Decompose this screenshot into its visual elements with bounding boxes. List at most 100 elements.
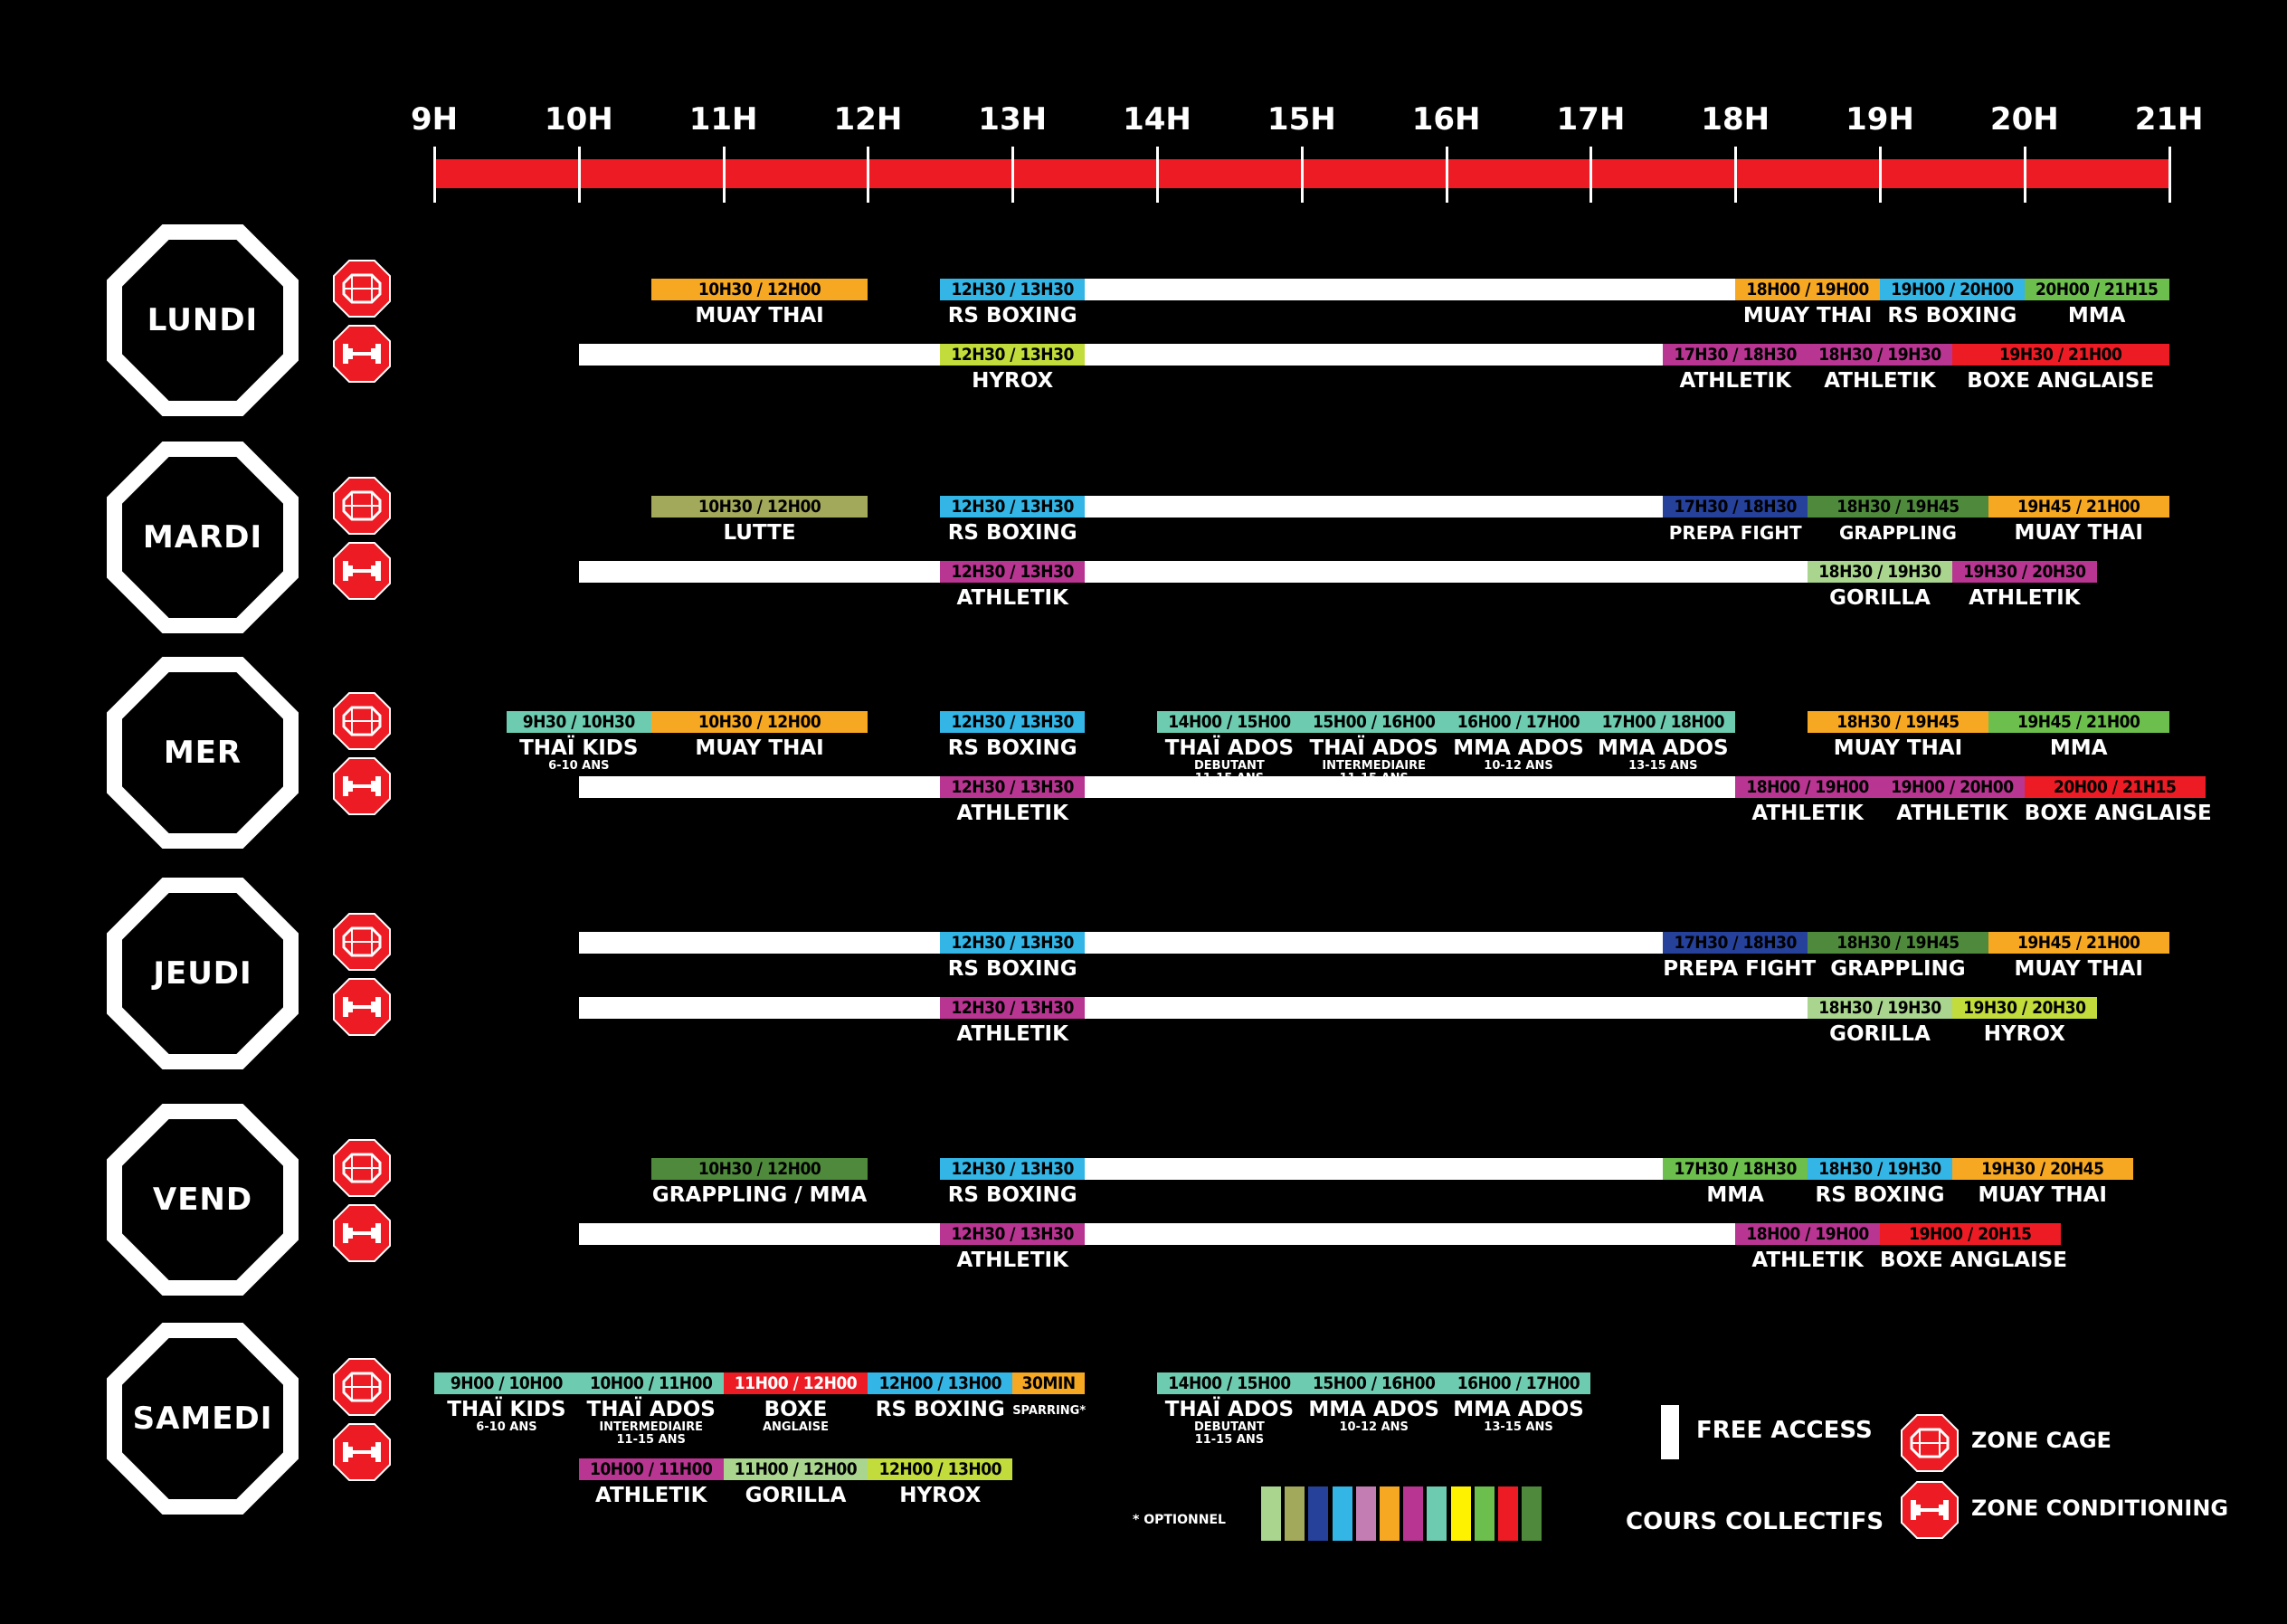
free-access-swatch [1661, 1405, 1679, 1459]
course-block[interactable]: 18H30 / 19H30 ATHLETIK [1808, 344, 1952, 393]
day-name: MER [163, 735, 242, 771]
course-name: ATHLETIK [956, 586, 1068, 610]
course-block[interactable]: 15H00 / 16H00 THAÏ ADOS INTERMEDIAIRE 11-15… [1301, 711, 1447, 785]
course-block[interactable]: 18H30 / 19H30 RS BOXING [1808, 1158, 1952, 1207]
hour-label: 13H [978, 101, 1048, 138]
course-block[interactable]: 19H30 / 20H45 MUAY THAI [1951, 1158, 2133, 1207]
course-block[interactable]: 10H00 / 11H00 ATHLETIK [578, 1458, 724, 1507]
zone-conditioning-icon [332, 324, 392, 387]
course-block[interactable]: 20H00 / 21H15 MMA [2024, 279, 2169, 328]
hour-label: 18H [1701, 101, 1770, 138]
course-block[interactable]: 19H45 / 21H00 MUAY THAI [1988, 496, 2169, 545]
course-name: BOXE ANGLAISE [1880, 1249, 2067, 1272]
course-block[interactable]: 10H30 / 12H00 MUAY THAI [650, 711, 868, 760]
course-time: 18H00 / 19H00 [1735, 279, 1880, 300]
course-time: 19H45 / 21H00 [1988, 496, 2169, 518]
course-name: MMA [1706, 1183, 1764, 1207]
course-block[interactable]: 19H30 / 20H30 HYROX [1951, 997, 2097, 1046]
course-block[interactable]: 12H30 / 13H30 ATHLETIK [940, 561, 1086, 610]
course-block[interactable]: 12H00 / 13H00 HYROX [868, 1458, 1013, 1507]
course-name: GRAPPLING [1830, 957, 1966, 981]
course-block[interactable]: 20H00 / 21H15 BOXE ANGLAISE [2024, 776, 2212, 825]
course-subtitle: 11-15 ANS [1194, 772, 1265, 785]
course-subtitle: 10-12 ANS [1484, 759, 1553, 773]
course-block[interactable]: 17H30 / 18H30 MMA [1663, 1158, 1808, 1207]
course-block[interactable]: 9H30 / 10H30 THAÏ KIDS 6-10 ANS [506, 711, 651, 773]
course-block[interactable]: 11H00 / 12H00 BOXE ANGLAISE [723, 1372, 868, 1434]
course-name: MMA [2067, 304, 2126, 328]
course-block[interactable]: 14H00 / 15H00 THAÏ ADOS DEBUTANT 11-15 ANS [1157, 1372, 1302, 1447]
course-block[interactable]: 10H30 / 12H00 MUAY THAI [650, 279, 868, 328]
course-block[interactable]: 12H30 / 13H30 RS BOXING [940, 711, 1086, 760]
free-access-bar [578, 776, 1736, 798]
course-name: RS BOXING [1815, 1183, 1945, 1207]
zone-conditioning-legend-icon [1900, 1480, 1960, 1543]
course-block[interactable]: 17H30 / 18H30 PREPA FIGHT [1663, 932, 1816, 981]
course-block[interactable]: 12H30 / 13H30 ATHLETIK [940, 997, 1086, 1046]
course-block[interactable]: 18H00 / 19H00 ATHLETIK [1735, 1223, 1880, 1272]
course-block[interactable]: 12H30 / 13H30 RS BOXING [940, 279, 1086, 328]
course-block[interactable]: 30MIN SPARRING* [1012, 1372, 1086, 1423]
course-block[interactable]: 18H00 / 19H00 MUAY THAI [1735, 279, 1880, 328]
course-block[interactable]: 16H00 / 17H00 MMA ADOS 10-12 ANS [1446, 711, 1591, 773]
course-block[interactable]: 19H00 / 20H00 ATHLETIK [1880, 776, 2025, 825]
course-block[interactable]: 10H30 / 12H00 LUTTE [650, 496, 868, 545]
course-block[interactable]: 11H00 / 12H00 GORILLA [723, 1458, 868, 1507]
day-badge-inner: MARDI [122, 457, 283, 618]
day-badge: LUNDI [107, 224, 299, 416]
course-block[interactable]: 12H30 / 13H30 ATHLETIK [940, 776, 1086, 825]
course-block[interactable]: 9H00 / 10H00 THAÏ KIDS 6-10 ANS [434, 1372, 579, 1434]
course-time: 18H00 / 19H00 [1735, 1223, 1880, 1245]
course-block[interactable]: 12H30 / 13H30 HYROX [940, 344, 1086, 393]
zone-conditioning-label: ZONE CONDITIONING [1971, 1496, 2229, 1521]
timeline-tick [577, 147, 581, 203]
course-name: HYROX [972, 369, 1054, 393]
hour-label: 20H [1989, 101, 2059, 138]
course-block[interactable]: 19H30 / 20H30 ATHLETIK [1951, 561, 2097, 610]
course-block[interactable]: 16H00 / 17H00 MMA ADOS 13-15 ANS [1446, 1372, 1591, 1434]
course-time: 18H30 / 19H30 [1808, 344, 1952, 366]
course-block[interactable]: 12H00 / 13H00 RS BOXING [868, 1372, 1013, 1421]
course-block[interactable]: 18H30 / 19H45 GRAPPLING [1808, 496, 1988, 545]
course-block[interactable]: 15H00 / 16H00 MMA ADOS 10-12 ANS [1301, 1372, 1447, 1434]
course-block[interactable]: 12H30 / 13H30 RS BOXING [940, 496, 1086, 545]
course-name: THAÏ KIDS [447, 1398, 566, 1421]
course-block[interactable]: 18H30 / 19H30 GORILLA [1808, 561, 1952, 610]
course-color-swatch [1427, 1486, 1447, 1541]
course-block[interactable]: 10H00 / 11H00 THAÏ ADOS INTERMEDIAIRE 11-15… [578, 1372, 724, 1447]
timeline-tick [1590, 147, 1593, 203]
course-block[interactable]: 17H30 / 18H30 ATHLETIK [1663, 344, 1808, 393]
hour-label: 15H [1267, 101, 1336, 138]
course-block[interactable]: 12H30 / 13H30 RS BOXING [940, 1158, 1086, 1207]
course-time: 16H00 / 17H00 [1446, 711, 1591, 733]
course-time: 19H30 / 20H30 [1951, 997, 2097, 1019]
course-block[interactable]: 19H45 / 21H00 MMA [1988, 711, 2169, 760]
course-block[interactable]: 18H30 / 19H45 MUAY THAI [1808, 711, 1988, 760]
course-block[interactable]: 17H00 / 18H00 MMA ADOS 13-15 ANS [1590, 711, 1736, 773]
course-block[interactable]: 12H30 / 13H30 ATHLETIK [940, 1223, 1086, 1272]
course-block[interactable]: 17H30 / 18H30 PREPA FIGHT [1663, 496, 1808, 545]
course-time: 10H00 / 11H00 [578, 1372, 724, 1394]
course-block[interactable]: 19H45 / 21H00 MUAY THAI [1988, 932, 2169, 981]
hour-label: 11H [688, 101, 758, 138]
course-time: 12H30 / 13H30 [940, 776, 1086, 798]
course-name: ATHLETIK [595, 1484, 707, 1507]
course-name: LUTTE [723, 521, 796, 545]
course-block[interactable]: 18H30 / 19H30 GORILLA [1808, 997, 1952, 1046]
course-time: 10H30 / 12H00 [650, 496, 868, 518]
course-block[interactable]: 19H00 / 20H15 BOXE ANGLAISE [1880, 1223, 2067, 1272]
course-name: THAÏ ADOS [1164, 1398, 1295, 1421]
course-block[interactable]: 14H00 / 15H00 THAÏ ADOS DEBUTANT 11-15 ANS [1157, 711, 1302, 785]
course-name: ATHLETIK [956, 1022, 1068, 1046]
course-block[interactable]: 18H30 / 19H45 GRAPPLING [1808, 932, 1988, 981]
course-subtitle: 11-15 ANS [1339, 772, 1409, 785]
course-block[interactable]: 10H30 / 12H00 GRAPPLING / MMA [650, 1158, 868, 1207]
course-name: ATHLETIK [1679, 369, 1791, 393]
course-block[interactable]: 19H00 / 20H00 RS BOXING [1880, 279, 2025, 328]
course-block[interactable]: 18H00 / 19H00 ATHLETIK [1735, 776, 1880, 825]
course-block[interactable]: 19H30 / 21H00 BOXE ANGLAISE [1951, 344, 2169, 393]
course-name: ATHLETIK [1751, 802, 1864, 825]
course-name: MUAY THAI [2014, 521, 2143, 545]
course-block[interactable]: 12H30 / 13H30 RS BOXING [940, 932, 1086, 981]
course-subtitle: INTERMEDIAIRE [1322, 759, 1427, 773]
